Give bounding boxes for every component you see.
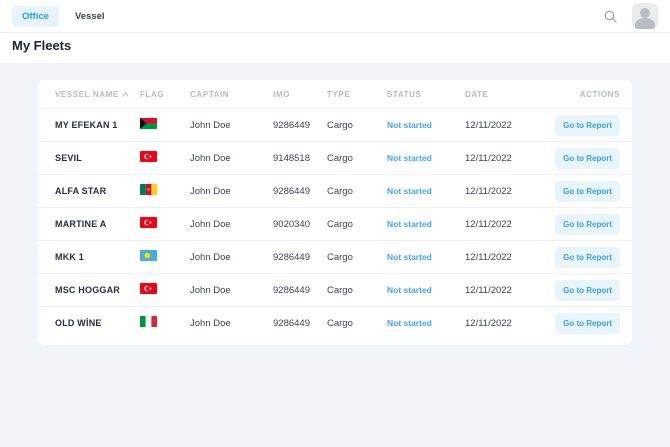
report-date: 12/11/2022 [465, 185, 512, 197]
tab-office[interactable]: Office [12, 5, 59, 27]
table-row: MARTINE A John Doe 9020340 Cargo Not sta… [38, 207, 632, 240]
flag-cell [140, 151, 190, 165]
report-date: 12/11/2022 [465, 152, 512, 164]
flag-icon-palau [140, 250, 157, 261]
flag-cell [140, 118, 190, 132]
status-badge: Not started [387, 219, 432, 229]
go-to-report-button[interactable]: Go to Report [555, 213, 620, 235]
column-header-date: Date [465, 89, 489, 99]
user-avatar[interactable] [632, 3, 658, 29]
flag-cell [140, 283, 190, 297]
go-to-report-button[interactable]: Go to Report [555, 147, 620, 169]
imo-number: 9286449 [273, 251, 310, 263]
vessel-type: Cargo [327, 251, 353, 263]
page-title: My Fleets [12, 38, 72, 53]
vessel-name: OLD WİNE [55, 318, 102, 328]
status-badge: Not started [387, 186, 432, 196]
table-row: SEVIL John Doe 9148518 Cargo Not started… [38, 141, 632, 174]
column-header-imo: IMO [273, 89, 290, 99]
status-badge: Not started [387, 252, 432, 262]
table-header-row: Vessel Name Flag Captain IMO Type Status… [38, 80, 632, 108]
column-header-type: Type [327, 89, 351, 99]
column-header-actions: Actions [579, 89, 620, 99]
topbar: Office Vessel [0, 0, 670, 33]
vessel-name: ALFA STAR [55, 186, 107, 196]
table-row: MY EFEKAN 1 John Doe 9286449 Cargo Not s… [38, 108, 632, 141]
captain-name: John Doe [190, 251, 231, 263]
report-date: 12/11/2022 [465, 317, 512, 329]
imo-number: 9148518 [273, 152, 310, 164]
flag-icon-italy [140, 316, 157, 327]
captain-name: John Doe [190, 119, 231, 131]
flag-icon-turkey [140, 151, 157, 162]
vessel-type: Cargo [327, 284, 353, 296]
avatar-head-icon [640, 8, 650, 18]
vessel-type: Cargo [327, 185, 353, 197]
imo-number: 9286449 [273, 317, 310, 329]
tab-vessel[interactable]: Vessel [74, 10, 105, 22]
report-date: 12/11/2022 [465, 251, 512, 263]
vessel-name: SEVIL [55, 153, 83, 163]
vessel-type: Cargo [327, 218, 353, 230]
status-badge: Not started [387, 285, 432, 295]
table-row: ALFA STAR John Doe 9286449 Cargo Not sta… [38, 174, 632, 207]
go-to-report-button[interactable]: Go to Report [555, 312, 620, 334]
go-to-report-button[interactable]: Go to Report [555, 246, 620, 268]
go-to-report-button[interactable]: Go to Report [555, 114, 620, 136]
vessel-name: MARTINE A [55, 219, 107, 229]
vessel-name: MKK 1 [55, 252, 85, 262]
imo-number: 9020340 [273, 218, 310, 230]
status-badge: Not started [387, 318, 432, 328]
flag-icon-vanuatu [140, 118, 157, 129]
imo-number: 9286449 [273, 119, 310, 131]
avatar-body-icon [635, 18, 655, 29]
column-header-flag: Flag [140, 89, 165, 99]
subheader: My Fleets [0, 33, 670, 63]
captain-name: John Doe [190, 185, 231, 197]
go-to-report-button[interactable]: Go to Report [555, 180, 620, 202]
column-header-vessel-name[interactable]: Vessel Name [55, 90, 140, 99]
captain-name: John Doe [190, 317, 231, 329]
vessel-type: Cargo [327, 152, 353, 164]
table-body: MY EFEKAN 1 John Doe 9286449 Cargo Not s… [38, 108, 632, 339]
flag-cell [140, 184, 190, 198]
status-badge: Not started [387, 120, 432, 130]
vessel-type: Cargo [327, 317, 353, 329]
report-date: 12/11/2022 [465, 119, 512, 131]
status-badge: Not started [387, 153, 432, 163]
captain-name: John Doe [190, 218, 231, 230]
vessel-type: Cargo [327, 119, 353, 131]
flag-icon-turkey [140, 283, 157, 294]
flag-cell [140, 217, 190, 231]
captain-name: John Doe [190, 284, 231, 296]
column-header-status: Status [387, 89, 422, 99]
flag-cell [140, 250, 190, 264]
column-header-captain: Captain [190, 89, 230, 99]
report-date: 12/11/2022 [465, 218, 512, 230]
imo-number: 9286449 [273, 185, 310, 197]
vessel-name: MSC HOGGAR [55, 285, 120, 295]
table-row: OLD WİNE John Doe 9286449 Cargo Not star… [38, 306, 632, 339]
captain-name: John Doe [190, 152, 231, 164]
go-to-report-button[interactable]: Go to Report [555, 279, 620, 301]
flag-icon-cameroon [140, 184, 157, 195]
imo-number: 9286449 [273, 284, 310, 296]
search-icon[interactable] [602, 8, 618, 24]
flag-cell [140, 316, 190, 330]
fleet-table-card: Vessel Name Flag Captain IMO Type Status… [38, 80, 632, 345]
vessel-name: MY EFEKAN 1 [55, 120, 118, 130]
table-row: MSC HOGGAR John Doe 9286449 Cargo Not st… [38, 273, 632, 306]
sort-asc-icon [122, 91, 129, 97]
flag-icon-turkey [140, 217, 157, 228]
table-row: MKK 1 John Doe 9286449 Cargo Not started… [38, 240, 632, 273]
report-date: 12/11/2022 [465, 284, 512, 296]
